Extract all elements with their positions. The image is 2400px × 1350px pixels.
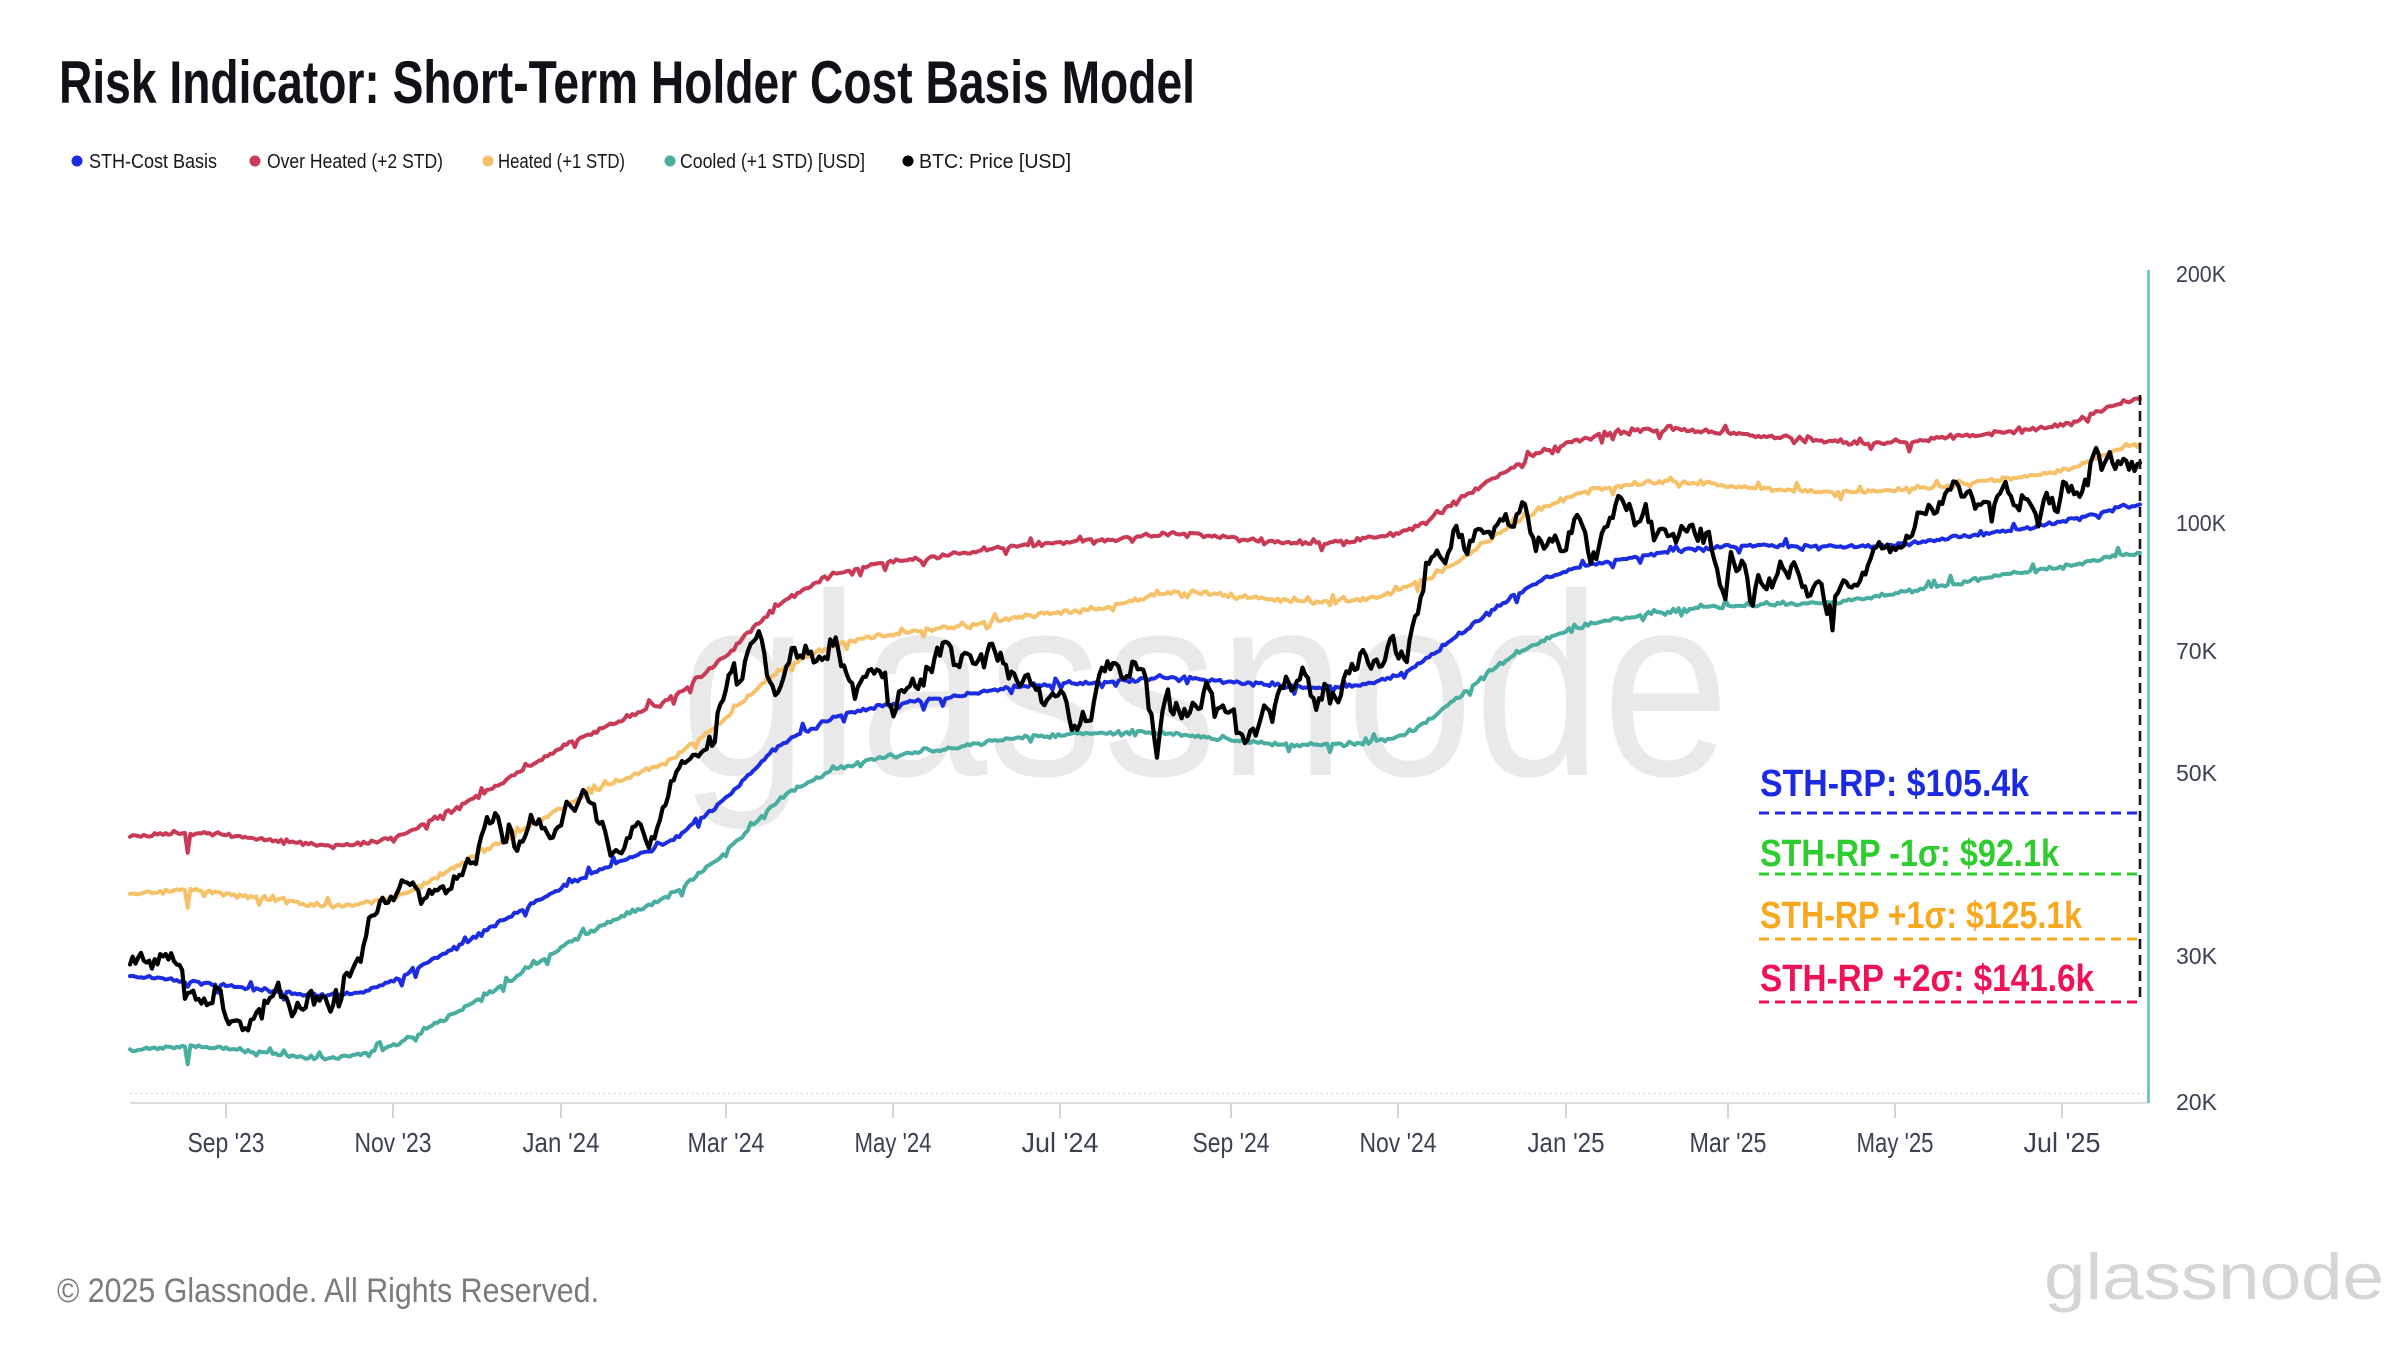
svg-text:May '25: May '25 (1857, 1127, 1934, 1158)
svg-text:70K: 70K (2176, 638, 2218, 664)
svg-text:100K: 100K (2176, 510, 2227, 536)
svg-text:200K: 200K (2176, 261, 2227, 287)
svg-text:20K: 20K (2176, 1089, 2218, 1115)
svg-text:Jan '24: Jan '24 (523, 1127, 600, 1158)
svg-text:Nov '23: Nov '23 (355, 1127, 432, 1158)
svg-text:Jul '25: Jul '25 (2024, 1127, 2101, 1158)
svg-text:Jul '24: Jul '24 (1022, 1127, 1099, 1158)
svg-text:STH-RP -1σ: $92.1k: STH-RP -1σ: $92.1k (1760, 833, 2060, 875)
svg-text:Over Heated (+2 STD): Over Heated (+2 STD) (267, 151, 443, 173)
svg-text:STH-RP: $105.4k: STH-RP: $105.4k (1760, 763, 2030, 805)
svg-text:STH-RP +2σ: $141.6k: STH-RP +2σ: $141.6k (1760, 958, 2095, 1000)
svg-text:30K: 30K (2176, 943, 2218, 969)
svg-text:Nov '24: Nov '24 (1360, 1127, 1437, 1158)
svg-text:Jan '25: Jan '25 (1528, 1127, 1605, 1158)
svg-text:Cooled (+1 STD) [USD]: Cooled (+1 STD) [USD] (680, 151, 865, 173)
svg-text:Sep '24: Sep '24 (1193, 1127, 1270, 1158)
svg-text:© 2025 Glassnode. All Rights R: © 2025 Glassnode. All Rights Reserved. (57, 1272, 599, 1310)
svg-text:glassnode: glassnode (2044, 1240, 2384, 1313)
svg-text:May '24: May '24 (855, 1127, 932, 1158)
svg-text:STH-RP +1σ: $125.1k: STH-RP +1σ: $125.1k (1760, 895, 2083, 937)
svg-text:STH-Cost Basis: STH-Cost Basis (89, 151, 217, 173)
svg-text:Mar '25: Mar '25 (1690, 1127, 1767, 1158)
svg-text:Sep '23: Sep '23 (188, 1127, 265, 1158)
svg-text:Heated (+1 STD): Heated (+1 STD) (498, 151, 625, 173)
svg-text:50K: 50K (2176, 760, 2218, 786)
svg-text:BTC: Price [USD]: BTC: Price [USD] (919, 151, 1071, 173)
svg-text:Mar '24: Mar '24 (688, 1127, 765, 1158)
svg-text:Risk Indicator: Short-Term Hol: Risk Indicator: Short-Term Holder Cost B… (59, 49, 1195, 116)
